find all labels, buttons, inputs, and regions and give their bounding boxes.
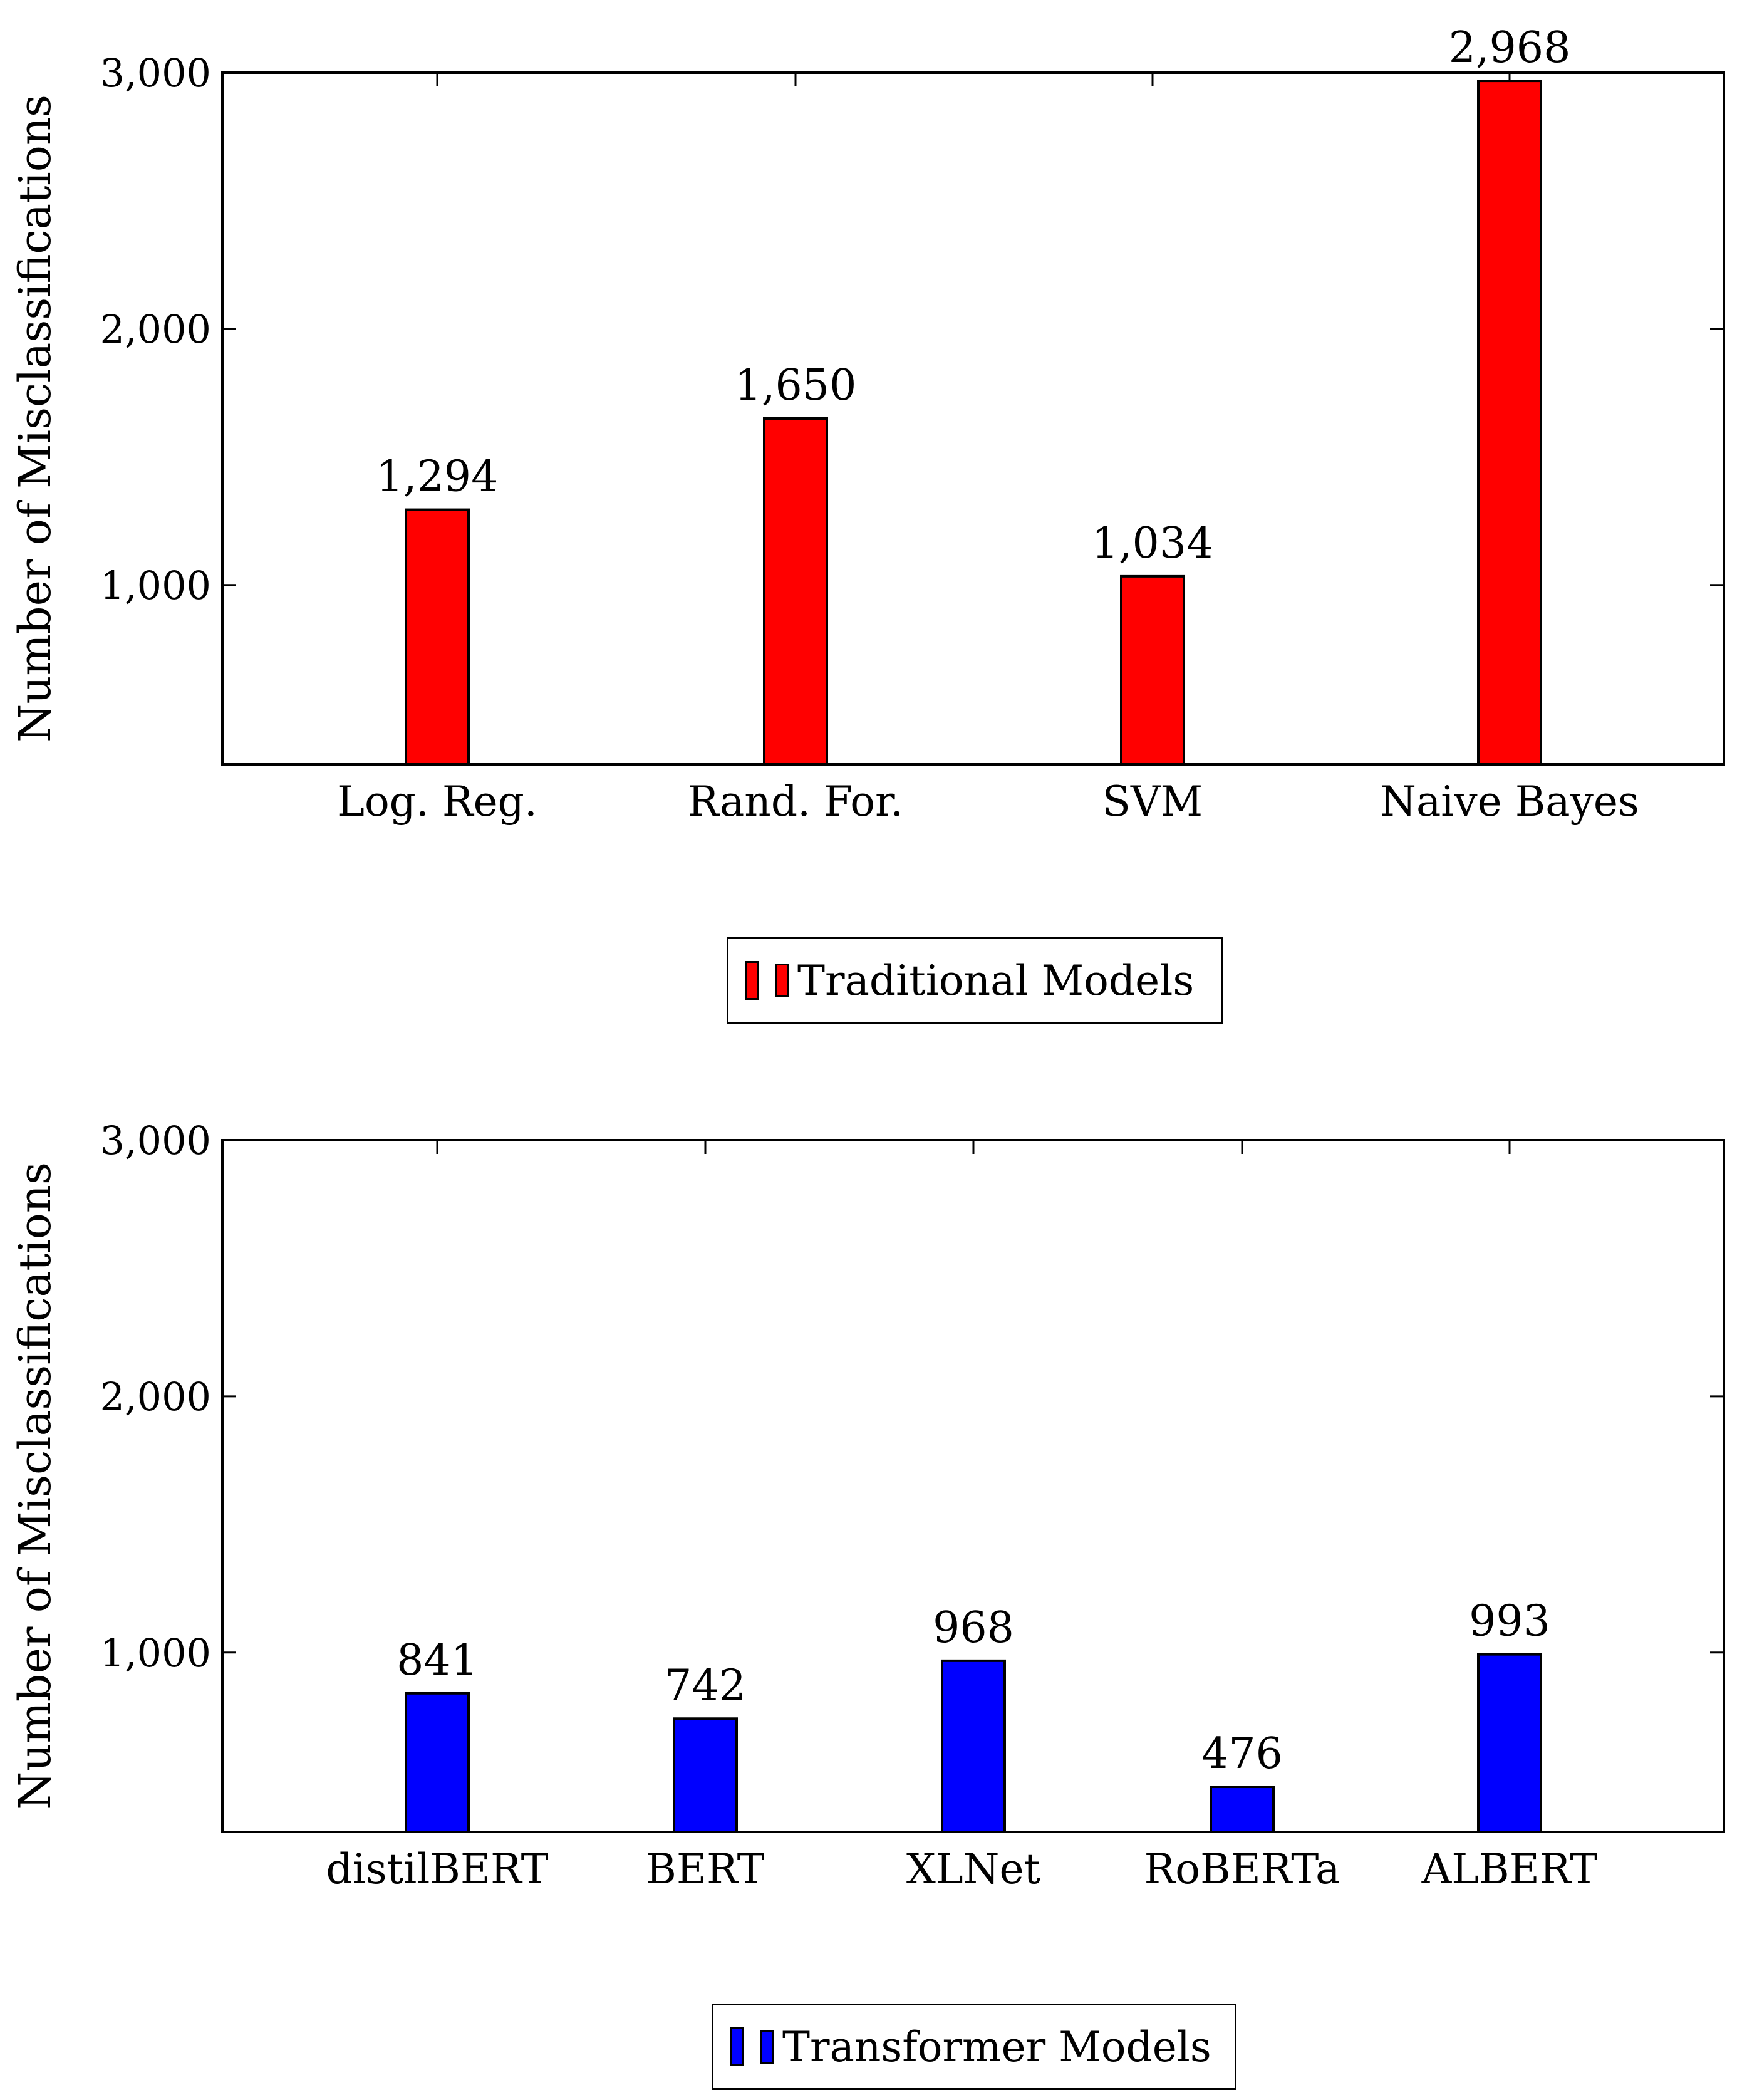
data-label: 841 [397,1636,478,1685]
x-category-label: XLNet [906,1845,1040,1893]
x-category-label: SVM [1102,777,1203,826]
bar-naive-bayes [1477,80,1542,766]
legend-bar-2 [760,2030,774,2064]
legend-label: Transformer Models [782,2022,1211,2071]
bar-svm [1120,574,1185,766]
data-label: 1,034 [1092,519,1214,568]
y-tick-label: 1,000 [100,1630,212,1676]
data-label: 2,968 [1449,23,1571,73]
bar-log-reg- [405,508,470,766]
y-tick-label: 3,000 [100,1118,212,1163]
data-label: 742 [665,1661,746,1710]
y-axis-title: Number of Misclassifications [9,95,61,742]
legend-transformer-models: Transformer Models [712,2004,1236,2090]
data-label: 968 [933,1603,1014,1653]
bar-roberta [1210,1786,1275,1833]
y-tick-label: 1,000 [100,563,212,608]
bar-albert [1477,1653,1542,1833]
legend-bar-1 [745,961,759,1000]
chart-traditional-models: 1,000 2,000 3,000 Number of Misclassificati… [9,23,1725,826]
bar-bert [673,1717,738,1833]
y-tick-label: 2,000 [100,306,212,352]
data-label: 1,294 [376,452,499,502]
legend-bar-1 [730,2027,744,2066]
x-category-label: Log. Reg. [337,777,537,826]
x-category-label: BERT [646,1845,764,1893]
legend-swatch-red [745,961,789,1000]
y-tick-label: 3,000 [100,50,212,96]
bar-xlnet [941,1659,1006,1834]
x-category-label: Rand. For. [688,777,903,826]
legend-bar-2 [775,964,789,997]
x-category-label: ALBERT [1421,1845,1598,1893]
chart-transformer-models: 1,000 2,000 3,000 Number of Misclassificati… [9,1118,1725,1893]
legend-label: Traditional Models [797,956,1195,1005]
data-label: 1,650 [735,361,857,410]
x-category-label: distilBERT [326,1845,548,1893]
bar-distilbert [405,1692,470,1834]
data-label: 476 [1201,1729,1283,1779]
legend-traditional-models: Traditional Models [727,937,1223,1024]
y-tick-label: 2,000 [100,1374,212,1420]
plot-frame [221,71,1725,766]
y-axis-title: Number of Misclassifications [9,1162,61,1810]
x-category-label: Naive Bayes [1380,777,1639,826]
bar-rand-for- [763,417,828,766]
x-category-label: RoBERTa [1144,1845,1340,1893]
legend-swatch-blue [730,2027,774,2066]
data-label: 993 [1469,1597,1550,1646]
